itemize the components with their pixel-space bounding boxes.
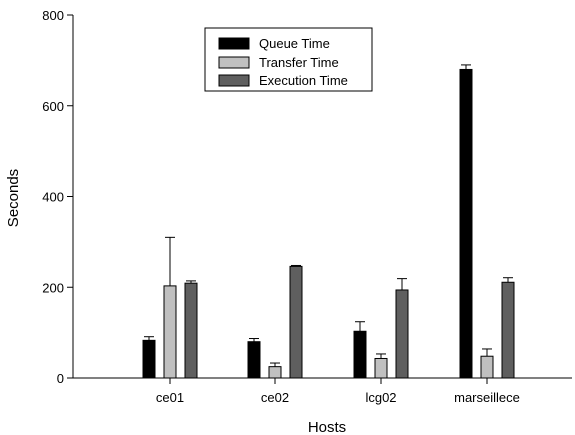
x-axis-title: Hosts bbox=[308, 419, 346, 435]
bar-queue-time-ce02 bbox=[247, 341, 261, 379]
y-tick-label-400: 400 bbox=[42, 190, 64, 205]
bar-transfer-time-ce02 bbox=[268, 366, 282, 379]
legend-swatch-execution-time bbox=[218, 74, 250, 87]
bars-layer bbox=[142, 64, 515, 379]
legend-label-queue-time: Queue Time bbox=[259, 36, 330, 51]
bar-queue-time-ce01 bbox=[142, 339, 156, 379]
legend-swatch-queue-time bbox=[218, 37, 250, 50]
bar-transfer-time-lcg02 bbox=[374, 357, 388, 379]
legend: Queue Time Transfer Time Execution Time bbox=[204, 27, 373, 92]
bar-queue-time-marseillece bbox=[459, 68, 473, 379]
bar-execution-time-ce01 bbox=[184, 282, 198, 379]
x-tick-label-ce02: ce02 bbox=[261, 390, 289, 405]
ticks-layer: ce01 ce02 lcg02 marseillece 0 200 400 600 800 bbox=[42, 8, 520, 405]
legend-swatch-transfer-time bbox=[218, 56, 250, 69]
y-axis-title: Seconds bbox=[5, 169, 22, 227]
legend-label-transfer-time: Transfer Time bbox=[259, 55, 339, 70]
bar-transfer-time-marseillece bbox=[480, 355, 494, 379]
bar-transfer-time-ce01 bbox=[163, 285, 177, 379]
x-tick-label-lcg02: lcg02 bbox=[365, 390, 396, 405]
legend-label-execution-time: Execution Time bbox=[259, 73, 348, 88]
y-tick-label-0: 0 bbox=[57, 371, 64, 386]
x-tick-label-marseillece: marseillece bbox=[454, 390, 520, 405]
y-tick-label-800: 800 bbox=[42, 8, 64, 23]
bar-execution-time-ce02 bbox=[289, 265, 303, 379]
y-tick-label-200: 200 bbox=[42, 280, 64, 295]
x-tick-label-ce01: ce01 bbox=[156, 390, 184, 405]
bar-execution-time-lcg02 bbox=[395, 289, 409, 379]
bar-execution-time-marseillece bbox=[501, 281, 515, 379]
bar-queue-time-lcg02 bbox=[353, 330, 367, 379]
y-tick-label-600: 600 bbox=[42, 99, 64, 114]
